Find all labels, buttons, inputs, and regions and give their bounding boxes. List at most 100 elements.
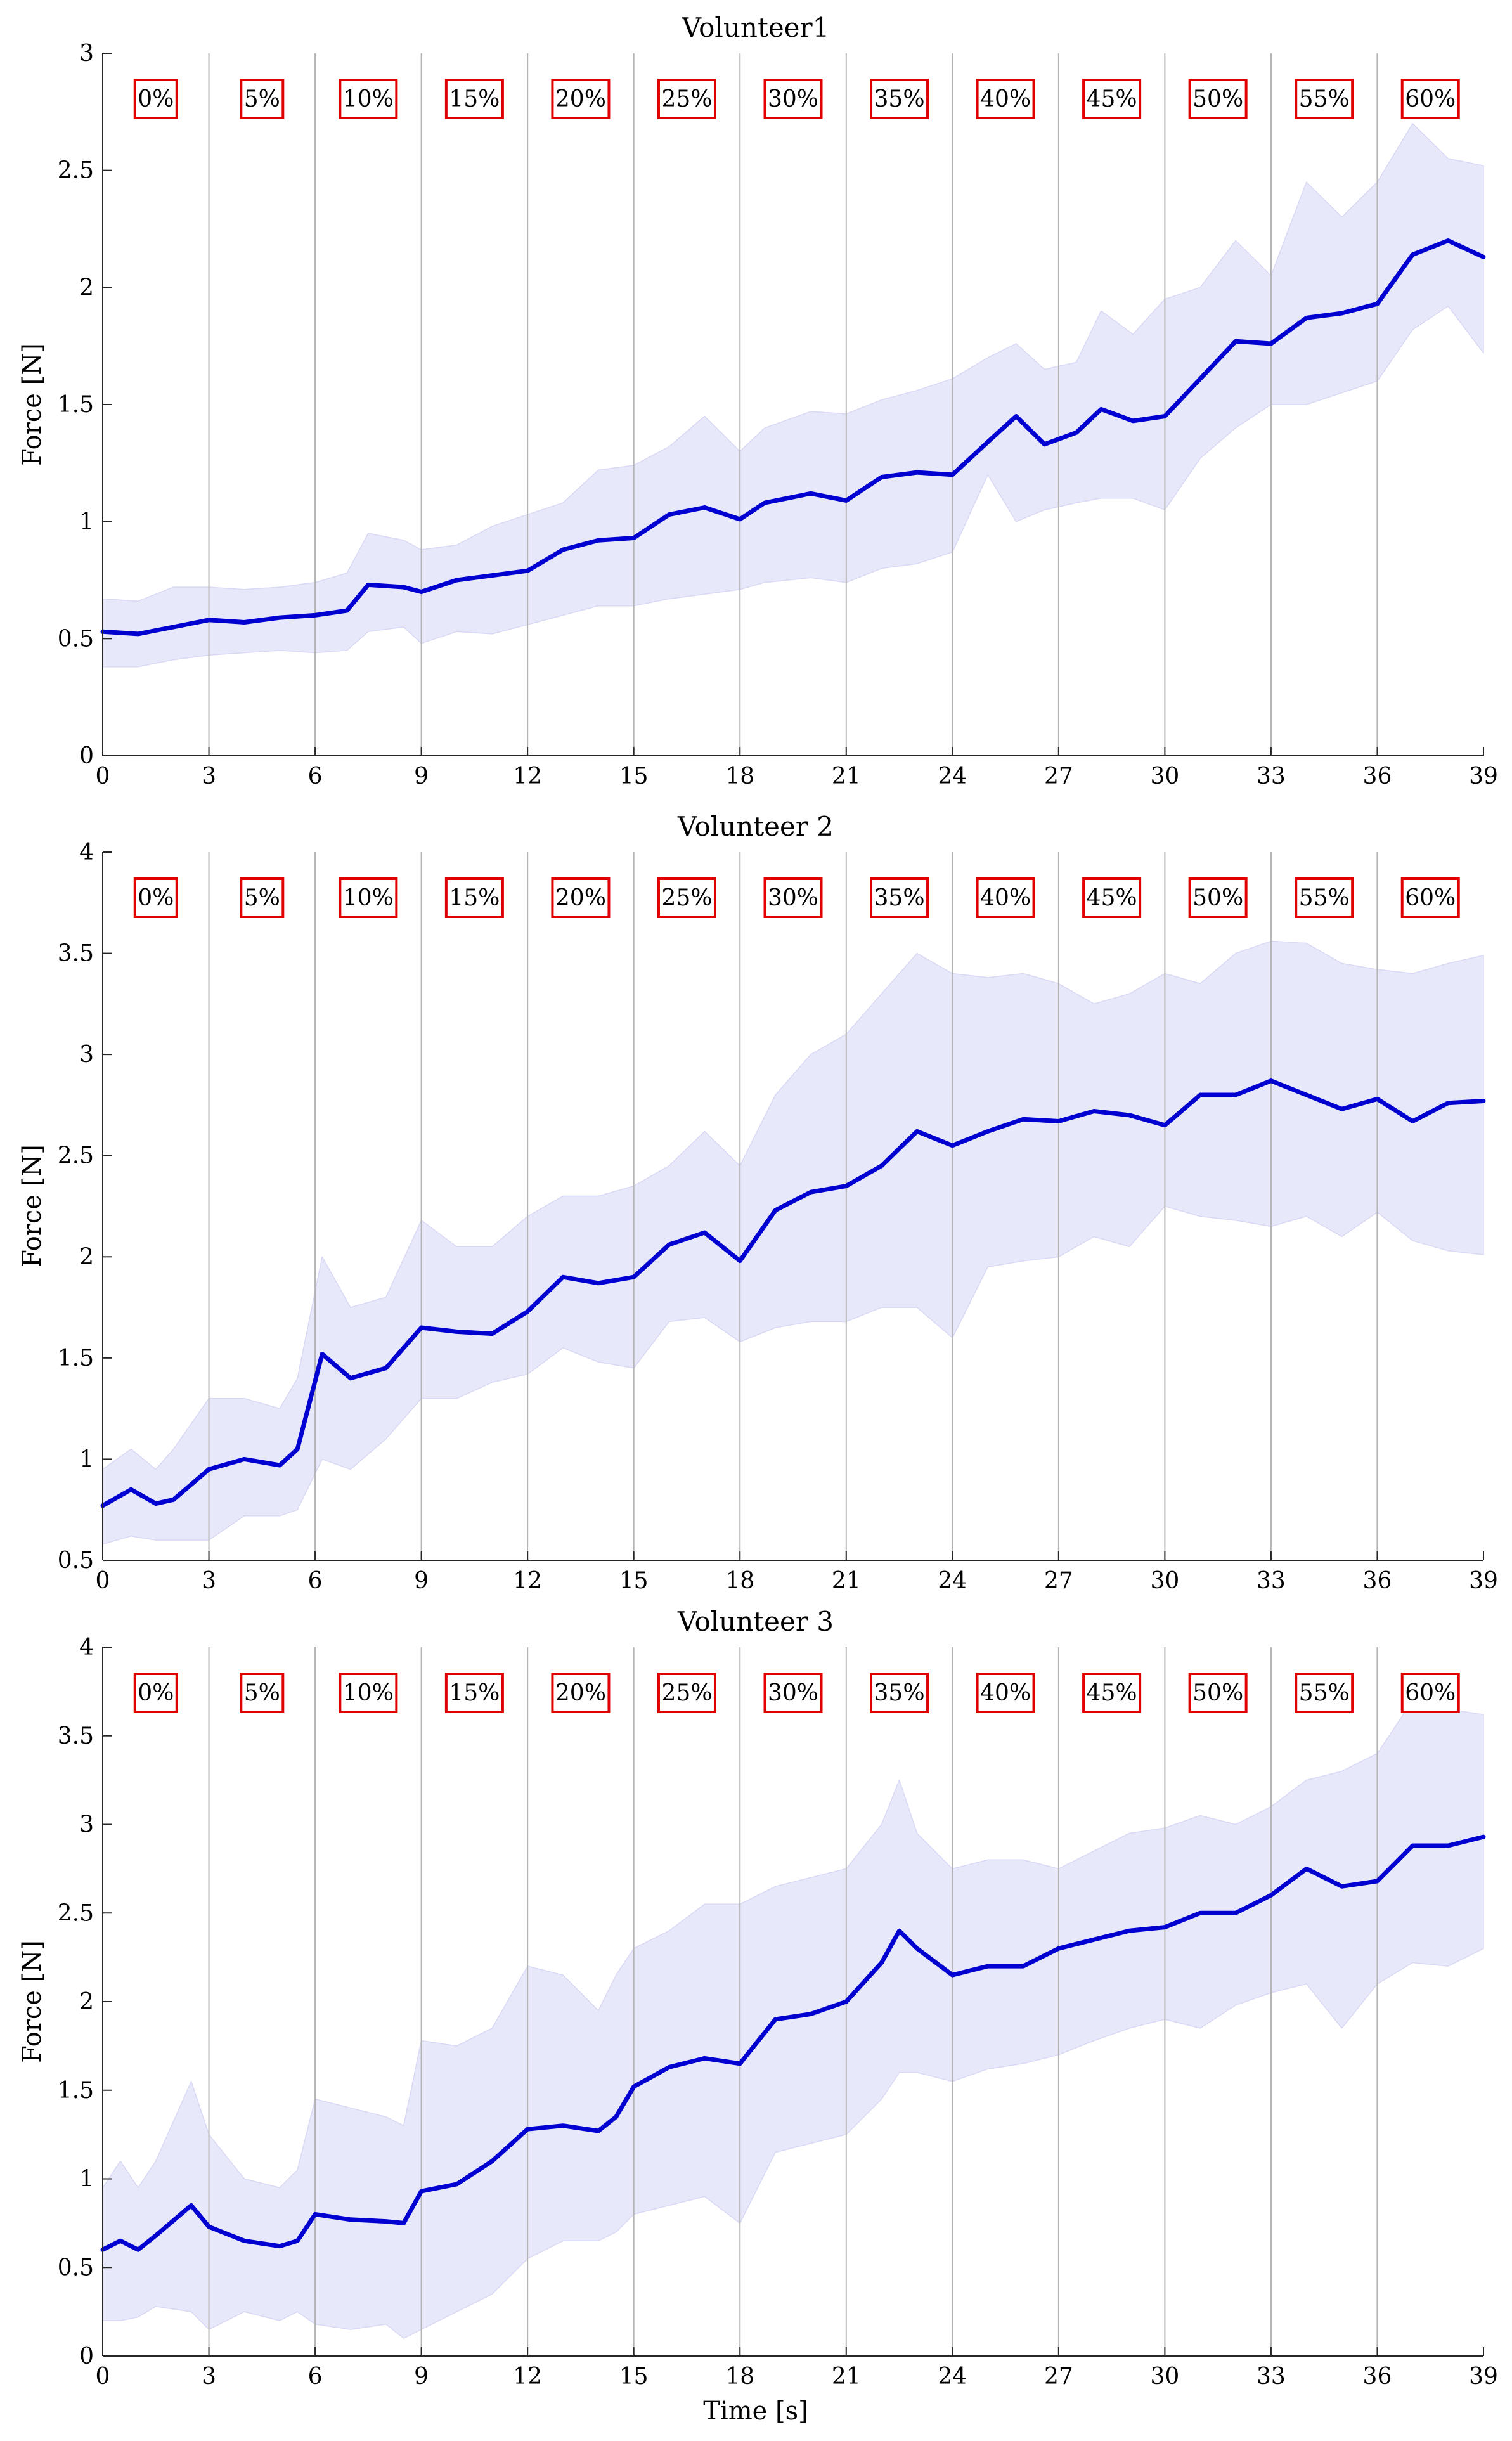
panel-volunteer-3: Volunteer 3 Force [N] Time [s] 0 3 6 9 12 15 1… xyxy=(18,1606,1498,2426)
phase-label-box xyxy=(444,1673,504,1713)
panel-title: Volunteer 2 xyxy=(677,811,834,842)
phase-label: 40% xyxy=(980,885,1031,911)
x-tick-label: 39 xyxy=(1469,763,1498,789)
phase-label-box xyxy=(870,1673,929,1713)
phase-label-box xyxy=(763,79,823,119)
mean-force-line xyxy=(100,1078,1486,1508)
x-tick-label: 24 xyxy=(938,1568,967,1594)
x-tick-label: 18 xyxy=(725,1568,754,1594)
phase-label: 25% xyxy=(661,1680,712,1706)
y-axis-title: Force [N] xyxy=(18,1940,47,2063)
phase-label-box xyxy=(1188,1673,1248,1713)
phase-label: 15% xyxy=(449,1680,500,1706)
phase-label: 20% xyxy=(555,86,606,112)
y-tick-label: 3.5 xyxy=(58,1723,94,1749)
phase-label: 10% xyxy=(343,86,394,112)
phase-label: 45% xyxy=(1087,86,1137,112)
y-tick-label: 3 xyxy=(79,1042,94,1068)
y-tick-label: 0.5 xyxy=(58,626,94,652)
phase-label: 55% xyxy=(1299,885,1350,911)
phase-label-box xyxy=(657,877,716,918)
phase-label: 30% xyxy=(768,1680,818,1706)
x-tick-label: 9 xyxy=(414,763,429,789)
y-tick-label: 1.5 xyxy=(58,2078,94,2104)
phase-label-box xyxy=(1295,79,1354,119)
phase-label: 60% xyxy=(1405,1680,1456,1706)
phase-label-box xyxy=(1188,877,1248,918)
y-tick-label: 2.5 xyxy=(58,158,94,184)
panel-volunteer-1: Volunteer1 Force [N] 0 3 6 9 12 15 18 21 24 27 30 3… xyxy=(18,12,1498,789)
phase-label-box xyxy=(870,79,929,119)
phase-label-box xyxy=(240,79,285,119)
mean-force-line xyxy=(100,1834,1486,2252)
mean-force-line xyxy=(100,238,1486,637)
x-tick-label: 24 xyxy=(938,2364,967,2390)
y-tick-label: 2.5 xyxy=(58,1143,94,1169)
y-tick-label: 0.5 xyxy=(58,1548,94,1574)
x-tick-label: 9 xyxy=(414,1568,429,1594)
phase-label-box xyxy=(444,79,504,119)
phase-label: 25% xyxy=(661,86,712,112)
x-tick-label: 6 xyxy=(308,2364,323,2390)
phase-label-box xyxy=(1400,79,1460,119)
y-axis-title: Force [N] xyxy=(18,343,47,466)
phase-label-box xyxy=(339,877,398,918)
y-tick-label: 1.5 xyxy=(58,392,94,418)
phase-label: 50% xyxy=(1192,86,1243,112)
phase-label: 5% xyxy=(244,1680,280,1706)
panel-volunteer-2: Volunteer 2 Force [N] 0 3 6 9 12 15 18 21 24 27 30… xyxy=(18,811,1498,1594)
x-tick-label: 12 xyxy=(513,1568,542,1594)
y-tick-label: 4 xyxy=(79,839,94,865)
y-tick-label: 2 xyxy=(79,275,94,301)
plot-area: 0 3 6 9 12 15 18 21 24 27 30 33 36 390.511.522.533.54… xyxy=(58,839,1498,1594)
phase-label-box xyxy=(339,1673,398,1713)
x-tick-label: 21 xyxy=(832,1568,861,1594)
x-tick-label: 0 xyxy=(96,1568,110,1594)
panel-title: Volunteer 3 xyxy=(677,1606,834,1637)
phase-label-box xyxy=(870,877,929,918)
x-tick-label: 6 xyxy=(308,1568,323,1594)
phase-label-box xyxy=(1295,1673,1354,1713)
phase-label-box xyxy=(976,79,1035,119)
phase-label: 45% xyxy=(1087,1680,1137,1706)
x-tick-label: 27 xyxy=(1044,2364,1073,2390)
x-tick-label: 30 xyxy=(1150,763,1179,789)
y-tick-label: 3 xyxy=(79,41,94,67)
x-tick-label: 36 xyxy=(1363,763,1392,789)
phase-label-box xyxy=(444,877,504,918)
phase-label-box xyxy=(133,79,178,119)
phase-label: 15% xyxy=(449,86,500,112)
phase-label: 25% xyxy=(661,885,712,911)
phase-label-box xyxy=(976,1673,1035,1713)
x-tick-label: 3 xyxy=(202,1568,216,1594)
phase-label-box xyxy=(1082,1673,1142,1713)
phase-label: 5% xyxy=(244,885,280,911)
phase-label-box xyxy=(1295,877,1354,918)
x-tick-label: 30 xyxy=(1150,2364,1179,2390)
x-tick-label: 27 xyxy=(1044,763,1073,789)
phase-label-box xyxy=(240,877,285,918)
phase-label-box xyxy=(763,1673,823,1713)
phase-label: 20% xyxy=(555,885,606,911)
phase-label-box xyxy=(976,877,1035,918)
x-tick-label: 30 xyxy=(1150,1568,1179,1594)
phase-label: 50% xyxy=(1192,1680,1243,1706)
phase-label: 60% xyxy=(1405,86,1456,112)
x-axis-title: Time [s] xyxy=(703,2397,808,2426)
x-tick-label: 12 xyxy=(513,763,542,789)
y-tick-label: 1 xyxy=(79,1446,94,1472)
phase-label: 0% xyxy=(138,885,174,911)
x-tick-label: 33 xyxy=(1257,763,1286,789)
phase-label-box xyxy=(133,877,178,918)
phase-label-box xyxy=(1082,79,1142,119)
phase-label: 35% xyxy=(874,86,925,112)
y-tick-label: 0 xyxy=(79,743,94,769)
phase-label: 10% xyxy=(343,1680,394,1706)
x-tick-label: 39 xyxy=(1469,1568,1498,1594)
x-tick-label: 3 xyxy=(202,763,216,789)
panel-title: Volunteer1 xyxy=(682,12,830,43)
y-axis-title: Force [N] xyxy=(18,1144,47,1267)
x-tick-label: 24 xyxy=(938,763,967,789)
